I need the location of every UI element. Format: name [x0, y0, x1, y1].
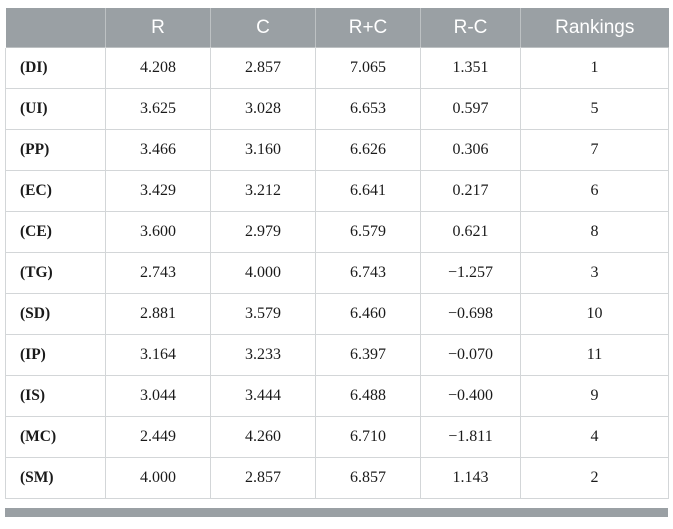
- row-label: (PP): [5, 129, 106, 171]
- table-cell: 6.460: [315, 293, 421, 335]
- row-label: (SD): [5, 293, 106, 335]
- table-cell: 2.743: [105, 252, 211, 294]
- table-cell: 7: [520, 129, 669, 171]
- table-cell: 2.857: [210, 457, 316, 499]
- row-label: (EC): [5, 170, 106, 212]
- table-cell: 7.065: [315, 47, 421, 89]
- table-row: (SM) 4.000 2.857 6.857 1.143 2: [5, 457, 669, 499]
- table-row: (MC) 2.449 4.260 6.710 −1.811 4: [5, 416, 669, 458]
- table-cell: 2.449: [105, 416, 211, 458]
- header-cell-rankings: Rankings: [520, 8, 669, 48]
- table-cell: −0.400: [420, 375, 521, 417]
- table-cell: 2: [520, 457, 669, 499]
- table-cell: 6.653: [315, 88, 421, 130]
- table-cell: 4.000: [105, 457, 211, 499]
- table-body: (DI) 4.208 2.857 7.065 1.351 1 (UI) 3.625 3.028 6…: [5, 47, 669, 499]
- row-label: (CE): [5, 211, 106, 253]
- table-cell: 3: [520, 252, 669, 294]
- table-row: (CE) 3.600 2.979 6.579 0.621 8: [5, 211, 669, 253]
- table-cell: 6.641: [315, 170, 421, 212]
- table-cell: 3.044: [105, 375, 211, 417]
- table-cell: 1: [520, 47, 669, 89]
- table-row: (EC) 3.429 3.212 6.641 0.217 6: [5, 170, 669, 212]
- rankings-table: R C R+C R-C Rankings (DI) 4.208 2.857 7.065…: [5, 8, 669, 499]
- table-cell: 2.881: [105, 293, 211, 335]
- table-cell: 6.488: [315, 375, 421, 417]
- table-cell: 6.857: [315, 457, 421, 499]
- table-cell: 4.208: [105, 47, 211, 89]
- table-cell: 3.160: [210, 129, 316, 171]
- row-label: (UI): [5, 88, 106, 130]
- table-cell: 3.466: [105, 129, 211, 171]
- table-cell: −1.811: [420, 416, 521, 458]
- table-row: (TG) 2.743 4.000 6.743 −1.257 3: [5, 252, 669, 294]
- table-cell: 0.217: [420, 170, 521, 212]
- table-row: (DI) 4.208 2.857 7.065 1.351 1: [5, 47, 669, 89]
- table-cell: 6.626: [315, 129, 421, 171]
- table-cell: 4.000: [210, 252, 316, 294]
- table-cell: −0.698: [420, 293, 521, 335]
- table-cell: 0.621: [420, 211, 521, 253]
- table-cell: 9: [520, 375, 669, 417]
- table-cell: −0.070: [420, 334, 521, 376]
- table-cell: 6.397: [315, 334, 421, 376]
- table-cell: 8: [520, 211, 669, 253]
- table-cell: 3.028: [210, 88, 316, 130]
- table-row: (IS) 3.044 3.444 6.488 −0.400 9: [5, 375, 669, 417]
- header-cell-c: C: [210, 8, 316, 48]
- table-row: (IP) 3.164 3.233 6.397 −0.070 11: [5, 334, 669, 376]
- row-label: (MC): [5, 416, 106, 458]
- table-cell: 6.579: [315, 211, 421, 253]
- table-cell: 3.429: [105, 170, 211, 212]
- header-cell-r: R: [105, 8, 211, 48]
- header-cell-blank: [5, 8, 106, 48]
- table-cell: 4: [520, 416, 669, 458]
- table-cell: −1.257: [420, 252, 521, 294]
- row-label: (SM): [5, 457, 106, 499]
- row-label: (IS): [5, 375, 106, 417]
- table-cell: 3.600: [105, 211, 211, 253]
- table-cell: 3.625: [105, 88, 211, 130]
- table-cell: 0.306: [420, 129, 521, 171]
- row-label: (TG): [5, 252, 106, 294]
- table-cell: 4.260: [210, 416, 316, 458]
- table-cell: 1.143: [420, 457, 521, 499]
- header-cell-r-plus-c: R+C: [315, 8, 421, 48]
- table-cell: 0.597: [420, 88, 521, 130]
- table-row: (PP) 3.466 3.160 6.626 0.306 7: [5, 129, 669, 171]
- table-cell: 3.579: [210, 293, 316, 335]
- row-label: (DI): [5, 47, 106, 89]
- table-cell: 6.710: [315, 416, 421, 458]
- header-cell-r-minus-c: R-C: [420, 8, 521, 48]
- table-cell: 5: [520, 88, 669, 130]
- header-row: R C R+C R-C Rankings: [5, 8, 669, 48]
- table-footer-bar: [5, 508, 668, 517]
- table-cell: 6.743: [315, 252, 421, 294]
- table-row: (UI) 3.625 3.028 6.653 0.597 5: [5, 88, 669, 130]
- table-cell: 6: [520, 170, 669, 212]
- table-cell: 2.857: [210, 47, 316, 89]
- table-cell: 3.444: [210, 375, 316, 417]
- table-cell: 11: [520, 334, 669, 376]
- table-cell: 10: [520, 293, 669, 335]
- table-cell: 3.233: [210, 334, 316, 376]
- table-cell: 3.212: [210, 170, 316, 212]
- table-row: (SD) 2.881 3.579 6.460 −0.698 10: [5, 293, 669, 335]
- table-cell: 1.351: [420, 47, 521, 89]
- row-label: (IP): [5, 334, 106, 376]
- table-cell: 3.164: [105, 334, 211, 376]
- table-cell: 2.979: [210, 211, 316, 253]
